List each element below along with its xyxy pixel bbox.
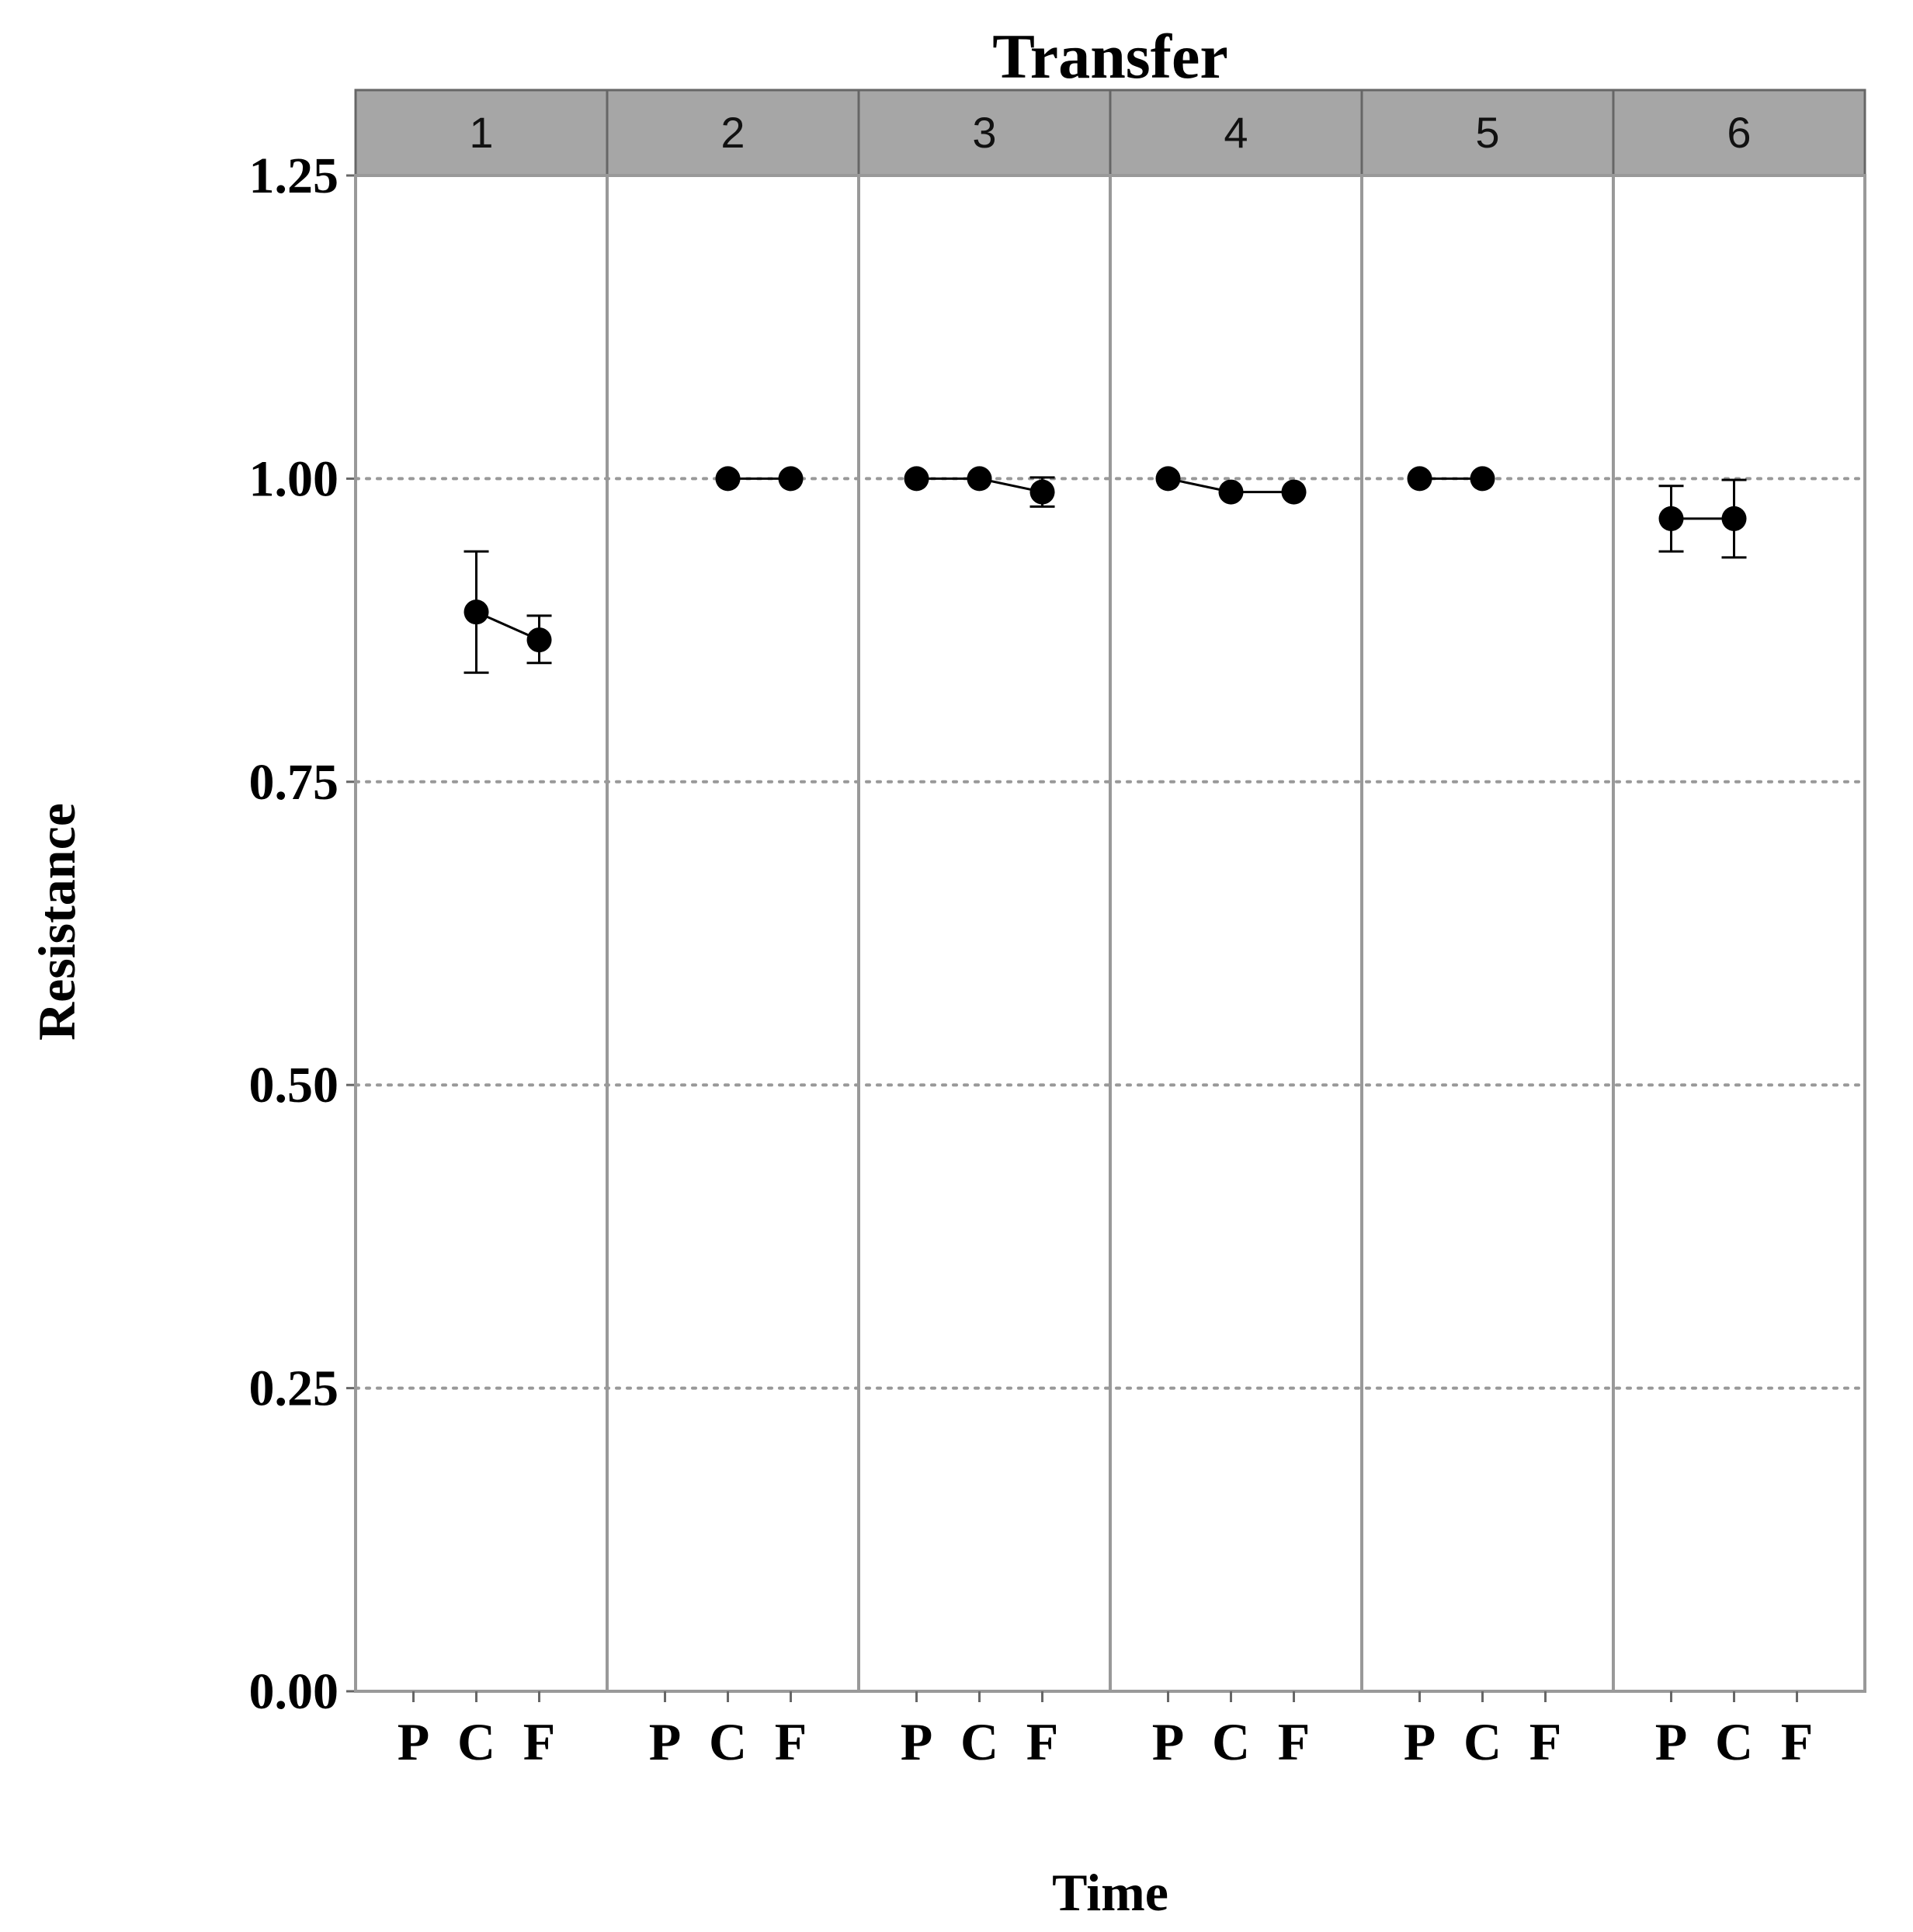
data-point (1029, 479, 1055, 505)
facet-panel-3: 3 P C F (857, 89, 1112, 1771)
x-tick-label: P (1655, 1712, 1688, 1771)
data-point (1155, 466, 1181, 492)
y-tick-label: 0.00 (249, 1663, 339, 1720)
facet-panel-4: 4 P C F (1109, 89, 1363, 1771)
facet-strip-label: 5 (1475, 108, 1499, 157)
x-tick-label: C (457, 1712, 495, 1771)
facet-strip (354, 89, 609, 177)
facet-panel-1: 1 P C F (354, 89, 609, 1771)
y-tick-label: 0.75 (249, 754, 339, 811)
facet-strip (1612, 89, 1866, 177)
y-tick-label: 0.50 (249, 1057, 339, 1114)
chart-title: Transfer (992, 21, 1228, 92)
x-tick-label: C (960, 1712, 998, 1771)
y-tick-label: 0.25 (249, 1360, 339, 1417)
y-axis: 0.00 0.25 0.50 0.75 1.00 1.25 (249, 148, 356, 1720)
panel-border (354, 174, 609, 1693)
facet-panels: 1P C F2P C F3P C F4P C F5P C F6P C F (354, 89, 1866, 1771)
data-point (1281, 479, 1307, 505)
data-point (715, 466, 741, 492)
facet-panel-5: 5 P C F (1360, 89, 1615, 1771)
facet-strip-label: 3 (972, 108, 996, 157)
data-point (1470, 466, 1495, 492)
facet-strip-label: 6 (1727, 108, 1751, 157)
y-tick-label: 1.25 (249, 148, 339, 204)
y-tick-label: 1.00 (249, 450, 339, 507)
x-tick-label: P (398, 1712, 430, 1771)
x-tick-label: P (1404, 1712, 1436, 1771)
data-point (1407, 466, 1432, 492)
x-tick-label: F (1529, 1712, 1562, 1771)
facet-strip (1360, 89, 1615, 177)
data-point (526, 627, 552, 653)
y-axis-title: Resistance (27, 803, 86, 1041)
x-tick-label: P (649, 1712, 682, 1771)
x-tick-label: F (775, 1712, 807, 1771)
data-point (1218, 479, 1244, 505)
facet-strip-label: 1 (469, 108, 493, 157)
facet-panel-6: 6 P C F (1612, 89, 1866, 1771)
x-tick-label: F (1781, 1712, 1814, 1771)
data-point (1658, 506, 1684, 531)
facet-panel-2: 2 P C F (606, 89, 860, 1771)
x-tick-label: P (901, 1712, 933, 1771)
data-point (967, 466, 992, 492)
x-tick-label: F (1026, 1712, 1059, 1771)
panel-border (1612, 174, 1866, 1693)
x-tick-label: C (1212, 1712, 1250, 1771)
data-point (1721, 506, 1747, 531)
x-tick-label: F (523, 1712, 556, 1771)
panel-border (1109, 174, 1363, 1693)
x-tick-label: C (709, 1712, 747, 1771)
x-tick-label: P (1152, 1712, 1185, 1771)
facet-strip-label: 2 (720, 108, 745, 157)
data-point (778, 466, 804, 492)
panel-border (857, 174, 1112, 1693)
x-tick-label: C (1463, 1712, 1502, 1771)
panel-border (1360, 174, 1615, 1693)
facet-strip-label: 4 (1224, 108, 1248, 157)
panel-border (606, 174, 860, 1693)
data-point (463, 599, 489, 625)
x-tick-label: F (1278, 1712, 1311, 1771)
data-point (904, 466, 929, 492)
facet-strip (606, 89, 860, 177)
x-tick-label: C (1715, 1712, 1753, 1771)
x-axis-title: Time (1052, 1863, 1168, 1922)
